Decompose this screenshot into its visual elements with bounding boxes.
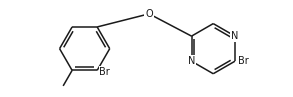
Text: Br: Br bbox=[99, 67, 110, 77]
Text: N: N bbox=[188, 56, 195, 66]
Text: N: N bbox=[231, 31, 239, 41]
Text: Br: Br bbox=[238, 56, 248, 66]
Text: O: O bbox=[145, 9, 153, 19]
